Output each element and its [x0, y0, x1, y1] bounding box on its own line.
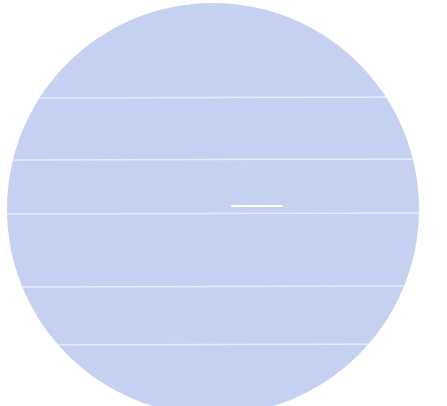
seam-line: [7, 96, 419, 99]
seam-line: [7, 285, 419, 288]
seam-line: [7, 212, 419, 215]
seam-line: [7, 158, 419, 161]
